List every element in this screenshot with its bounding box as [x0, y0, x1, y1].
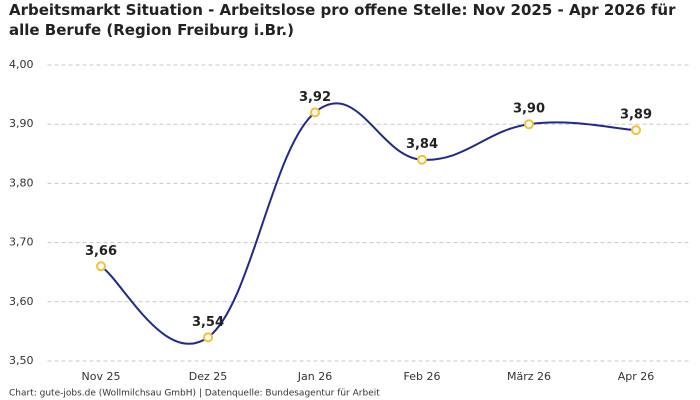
y-tick-label: 3,80 — [9, 176, 34, 189]
value-label: 3,89 — [620, 108, 652, 123]
x-tick-label: Apr 26 — [618, 370, 655, 383]
x-tick-label: März 26 — [507, 370, 551, 383]
value-label: 3,54 — [192, 315, 224, 330]
x-tick-label: Feb 26 — [404, 370, 441, 383]
y-tick-label: 4,00 — [9, 58, 34, 71]
value-label: 3,84 — [406, 137, 438, 152]
x-tick-label: Dez 25 — [189, 370, 228, 383]
value-label: 3,92 — [299, 90, 331, 105]
y-tick-label: 3,60 — [9, 295, 34, 308]
value-label: 3,90 — [513, 102, 545, 117]
point — [310, 107, 320, 118]
point — [417, 154, 427, 165]
value-label: 3,66 — [85, 244, 117, 259]
x-tick-label: Nov 25 — [82, 370, 121, 383]
point — [631, 125, 641, 136]
point — [203, 332, 213, 343]
line — [100, 102, 637, 345]
source-note: Chart: gute-jobs.de (Wollmilchsau GmbH) … — [9, 389, 380, 399]
y-tick-label: 3,90 — [9, 117, 34, 130]
y-tick-label: 3,70 — [9, 236, 34, 249]
y-tick-label: 3,50 — [9, 354, 34, 367]
chart-title: Arbeitsmarkt Situation - Arbeitslose pro… — [9, 1, 676, 39]
point — [96, 261, 106, 272]
point — [524, 119, 534, 130]
x-tick-label: Jan 26 — [297, 370, 332, 383]
